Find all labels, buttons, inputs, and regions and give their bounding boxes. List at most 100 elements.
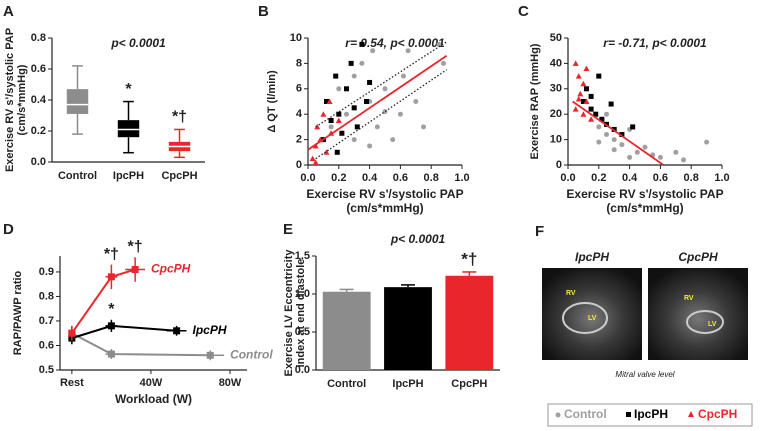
annotation: p< 0.0001 (390, 232, 446, 246)
image-label: LV (708, 321, 717, 328)
legend-marker (626, 412, 631, 417)
point (400, 73, 406, 79)
x-tick-label: 0.4 (622, 172, 638, 184)
series-label: Control (230, 347, 273, 361)
y-tick-label: 20 (550, 108, 562, 120)
point (107, 350, 115, 358)
x-tick-label: 80W (219, 377, 242, 389)
point (580, 99, 586, 104)
point (323, 99, 329, 104)
box (66, 89, 89, 114)
point (107, 273, 115, 281)
point (580, 80, 587, 87)
point (681, 157, 686, 163)
x-tick-label: IpcPH (392, 378, 423, 390)
legend-marker (555, 412, 561, 418)
point (206, 351, 214, 359)
point (173, 327, 181, 335)
point (588, 106, 594, 112)
point (436, 41, 442, 47)
point (107, 322, 115, 330)
point (634, 149, 640, 155)
point (364, 99, 370, 104)
x-tick-label: 1.0 (454, 172, 469, 184)
y-tick-label: 0 (556, 159, 562, 171)
x-tick-label: CpcPH (161, 170, 197, 182)
confidence-band (315, 41, 447, 128)
series-label: CpcPH (151, 262, 191, 276)
point (673, 149, 679, 155)
point (382, 86, 388, 92)
series-line (71, 332, 211, 357)
point (596, 73, 602, 79)
point (312, 159, 319, 165)
image-label: RV (684, 295, 694, 302)
point (405, 48, 411, 54)
x-tick-label: CpcPH (451, 378, 487, 390)
y-tick-label: 0.2 (31, 125, 46, 137)
point (336, 111, 342, 117)
box (117, 120, 140, 138)
x-axis-label: (cm/s*mmHg) (606, 201, 683, 215)
confidence-band (315, 69, 447, 160)
y-tick-label: 8 (296, 57, 302, 69)
point (588, 93, 594, 99)
y-axis-label: RAP/PAWP ratio (12, 270, 24, 355)
y-axis-label: index at end diastole (295, 259, 307, 368)
legend-text: Control (564, 407, 607, 421)
point (441, 60, 447, 66)
point (588, 116, 595, 122)
y-axis-label: Exercise RV s'/systolic PAP (4, 28, 16, 172)
point (334, 149, 340, 155)
x-tick-label: 0.8 (424, 172, 439, 184)
x-axis-label: (cm/s*mmHg) (346, 201, 423, 215)
series-label: IpcPH (193, 323, 227, 337)
point (351, 105, 357, 111)
y-tick-label: 1.5 (295, 250, 310, 262)
panel-label: E (283, 221, 293, 238)
point (421, 124, 426, 130)
image-label: LV (588, 315, 597, 322)
point (627, 154, 633, 160)
point (593, 111, 599, 117)
significance: *† (104, 246, 119, 263)
point (344, 111, 349, 117)
point (608, 101, 614, 107)
point (572, 60, 579, 66)
image-title: IpcPH (575, 250, 609, 264)
legend-box (547, 403, 753, 427)
bar (445, 275, 494, 370)
point (611, 137, 617, 143)
panel-label: C (518, 3, 529, 20)
x-axis-label: Exercise RV s'/systolic PAP (566, 187, 723, 201)
significance: * (108, 301, 115, 318)
significance: *† (461, 249, 477, 268)
annotation: r= -0.71, p< 0.0001 (603, 36, 707, 50)
legend-text: CpcPH (698, 407, 737, 421)
series-line (71, 268, 136, 334)
point (328, 124, 334, 130)
x-tick-label: 0.4 (362, 172, 378, 184)
point (374, 124, 380, 130)
image-title: CpcPH (678, 250, 718, 264)
point (320, 111, 327, 117)
annotation: p< 0.0001 (110, 36, 166, 50)
point (344, 86, 349, 92)
y-tick-label: 0.8 (31, 32, 46, 44)
point (354, 124, 360, 130)
y-axis-label: Exercise RAP (mmHg) (529, 43, 541, 159)
significance: *† (128, 238, 143, 255)
echo-image (648, 268, 748, 360)
y-tick-label: 6 (296, 83, 302, 95)
point (577, 90, 584, 97)
y-tick-label: 0.4 (31, 94, 47, 106)
y-tick-label: 0.0 (31, 156, 46, 168)
echo-shape (562, 302, 608, 334)
x-axis-label: Workload (W) (115, 392, 192, 406)
x-tick-label: 0.2 (331, 172, 346, 184)
bar (322, 291, 371, 370)
caption: Mitral valve level (615, 370, 674, 379)
panel-label: B (258, 3, 269, 20)
point (630, 124, 636, 130)
